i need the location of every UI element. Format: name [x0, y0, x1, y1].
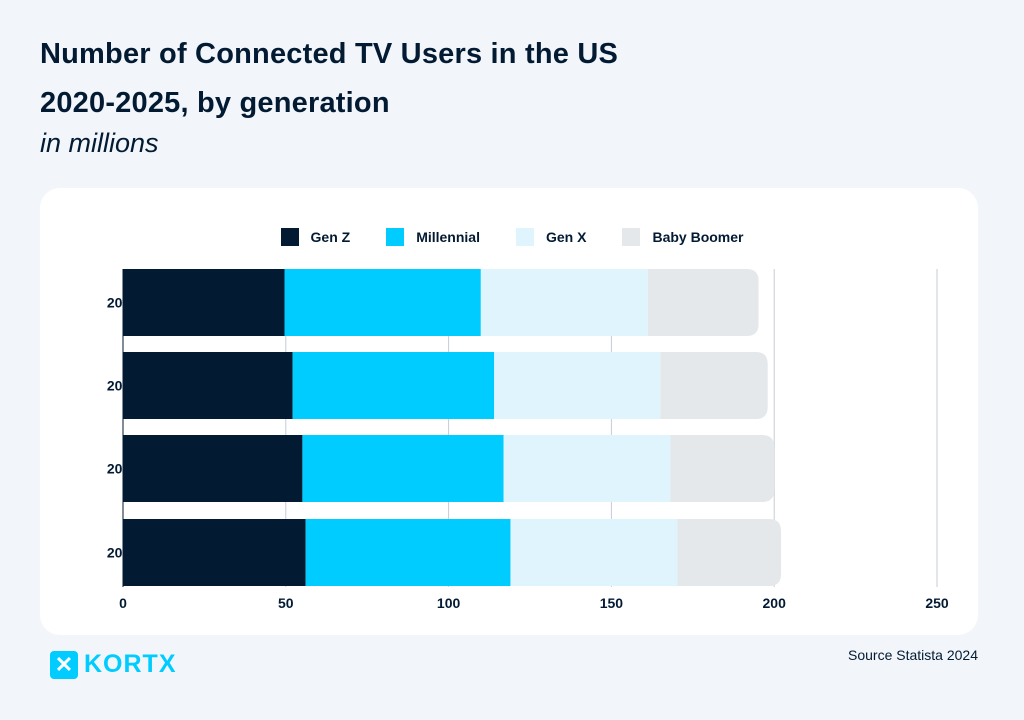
legend-swatch	[386, 228, 405, 246]
bar-segment-baby-boomer	[677, 519, 782, 586]
bar-segment-baby-boomer	[660, 352, 768, 419]
legend-label: Gen X	[545, 229, 587, 245]
legend-item: Gen Z	[280, 228, 351, 246]
source-note: Source Statista 2024	[848, 647, 978, 663]
kortx-logo: ✕ KORTX	[50, 650, 177, 679]
legend-label: Millennial	[416, 229, 480, 245]
legend-swatch	[622, 228, 641, 246]
legend-item: Millennial	[386, 228, 480, 246]
bar-segment-gen-x	[494, 352, 661, 419]
bar-segment-millennial	[292, 352, 495, 419]
logo-mark: ✕	[50, 650, 78, 679]
bar-segment-baby-boomer	[647, 269, 759, 336]
logo-text: KORTX	[84, 650, 177, 678]
bar-segment-gen-x	[480, 269, 648, 336]
legend-item: Gen X	[515, 228, 587, 246]
chart-subtitle: in millions	[40, 128, 159, 158]
bar-segment-baby-boomer	[670, 435, 775, 502]
x-tick-label: 0	[119, 595, 127, 611]
legend-label: Baby Boomer	[652, 229, 744, 245]
legend-swatch	[515, 228, 534, 246]
x-tick-label: 100	[437, 595, 461, 611]
bar-segment-millennial	[302, 435, 504, 502]
legend-label: Gen Z	[310, 229, 351, 245]
bar-segment-gen-z	[123, 519, 306, 586]
x-tick-label: 200	[763, 595, 787, 611]
x-tick-label: 150	[600, 595, 624, 611]
x-tick-label: 250	[925, 595, 949, 611]
x-tick-label: 50	[278, 595, 294, 611]
bar-segment-millennial	[305, 519, 511, 586]
legend-swatch	[280, 228, 299, 246]
bar-segment-gen-z	[123, 269, 285, 336]
bar-segment-gen-z	[123, 352, 293, 419]
chart-title: Number of Connected TV Users in the US 20…	[40, 38, 619, 119]
legend: Gen Z Millennial Gen X Baby Boomer	[0, 228, 1024, 246]
bar-segment-millennial	[284, 269, 481, 336]
bar-segment-gen-x	[503, 435, 671, 502]
bar-segment-gen-z	[123, 435, 303, 502]
legend-item: Baby Boomer	[622, 228, 743, 246]
bar-segment-gen-x	[510, 519, 678, 586]
